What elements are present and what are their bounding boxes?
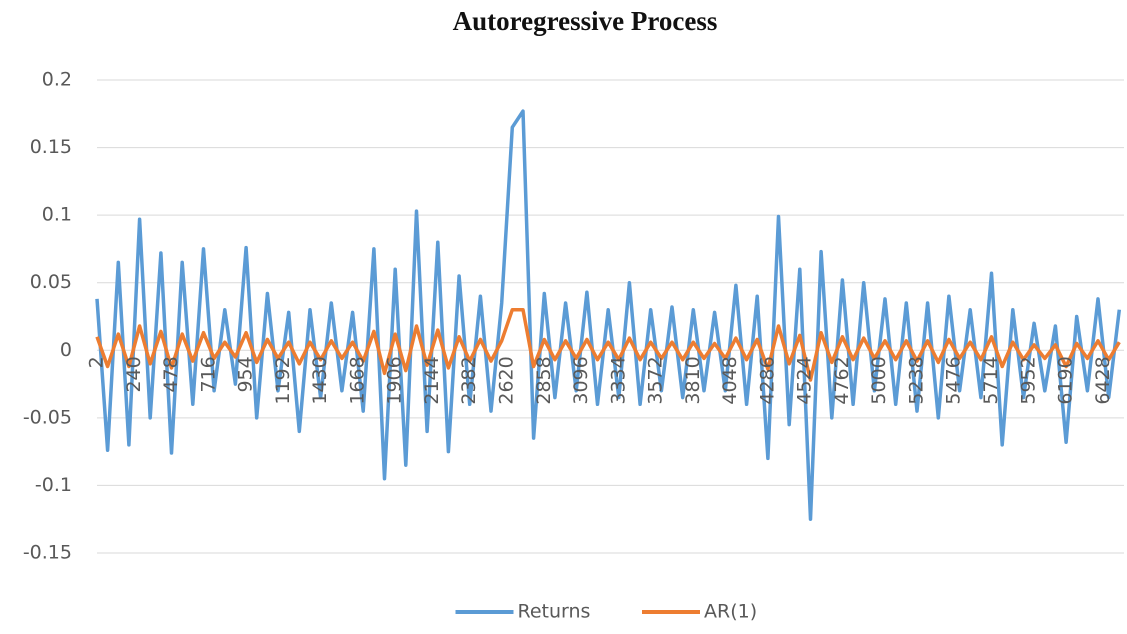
y-tick-label: 0	[60, 339, 72, 361]
x-tick-label: 5000	[868, 356, 890, 404]
y-tick-label: -0.1	[35, 474, 72, 496]
x-tick-label: 2382	[458, 356, 480, 404]
x-tick-label: 5476	[943, 356, 965, 404]
x-tick-label: 2620	[495, 356, 517, 404]
y-tick-label: 0.15	[30, 136, 72, 158]
x-tick-label: 1192	[272, 356, 294, 404]
x-tick-label: 2	[86, 356, 108, 368]
y-tick-label: -0.15	[23, 542, 72, 564]
x-tick-label: 5714	[980, 356, 1002, 404]
y-tick-label: -0.05	[23, 406, 72, 428]
legend-label: AR(1)	[704, 601, 757, 623]
x-tick-label: 5238	[905, 356, 927, 404]
x-tick-label: 716	[197, 356, 219, 392]
x-tick-label: 3810	[682, 356, 704, 404]
x-tick-label: 4286	[756, 356, 778, 404]
series-line	[95, 109, 1122, 521]
x-tick-label: 954	[235, 356, 257, 392]
x-tick-label: 2858	[533, 356, 555, 404]
chart-title: Autoregressive Process	[453, 6, 718, 36]
x-tick-label: 4762	[831, 356, 853, 404]
x-tick-label: 3096	[570, 356, 592, 404]
x-tick-label: 2144	[421, 356, 443, 404]
x-tick-label: 3334	[607, 356, 629, 404]
x-tick-label: 478	[160, 356, 182, 392]
series-line	[95, 307, 1121, 382]
x-tick-label: 6428	[1092, 356, 1114, 404]
y-tick-label: 0.2	[42, 69, 72, 91]
x-tick-label: 4524	[794, 356, 816, 404]
legend-label: Returns	[518, 601, 591, 623]
x-tick-label: 6190	[1055, 356, 1077, 404]
y-tick-label: 0.1	[42, 204, 72, 226]
x-tick-label: 5952	[1017, 356, 1039, 404]
x-tick-label: 3572	[645, 356, 667, 404]
x-tick-label: 1668	[346, 356, 368, 404]
x-tick-label: 1906	[384, 356, 406, 404]
x-tick-label: 240	[123, 356, 145, 392]
x-tick-label: 4048	[719, 356, 741, 404]
x-tick-label: 1430	[309, 356, 331, 404]
y-tick-label: 0.05	[30, 271, 72, 293]
